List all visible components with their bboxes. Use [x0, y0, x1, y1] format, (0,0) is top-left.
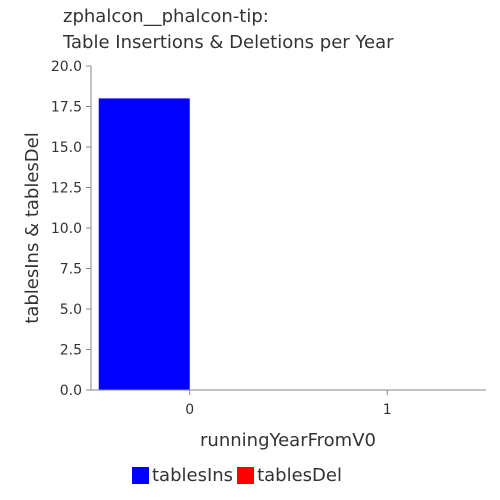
x-tick-label: 0 — [185, 402, 194, 418]
y-tick-label: 0.0 — [60, 383, 82, 399]
y-tick-label: 15.0 — [51, 140, 82, 156]
legend-swatch-tablesins — [132, 467, 149, 484]
legend-label-tablesdel: tablesDel — [257, 465, 342, 486]
legend-swatch-tablesdel — [237, 467, 255, 484]
y-tick-label: 10.0 — [51, 221, 82, 237]
legend-label-tablesins: tablesIns — [152, 465, 234, 486]
y-ticks-group: 0.0 2.5 5.0 7.5 10.0 12.5 15.0 17.5 20.0 — [51, 59, 91, 399]
bar-tablesins-0 — [98, 98, 190, 391]
y-tick-label: 20.0 — [51, 59, 82, 75]
x-axis-label: runningYearFromV0 — [200, 430, 376, 451]
chart-title-line-2: Table Insertions & Deletions per Year — [63, 32, 394, 53]
bars-group — [98, 98, 190, 391]
chart-title-line-1: zphalcon__phalcon-tip: — [63, 6, 269, 27]
y-tick-label: 17.5 — [51, 100, 82, 116]
legend-item-tablesdel: tablesDel — [237, 465, 342, 486]
y-tick-label: 2.5 — [60, 343, 82, 359]
legend-item-tablesins: tablesIns — [132, 465, 233, 486]
y-axis-label: tablesIns & tablesDel — [22, 132, 43, 323]
y-tick-label: 7.5 — [60, 262, 82, 278]
legend: tablesIns tablesDel — [132, 465, 346, 486]
y-tick-label: 5.0 — [60, 302, 82, 318]
x-tick-label: 1 — [383, 402, 392, 418]
y-tick-label: 12.5 — [51, 181, 82, 197]
